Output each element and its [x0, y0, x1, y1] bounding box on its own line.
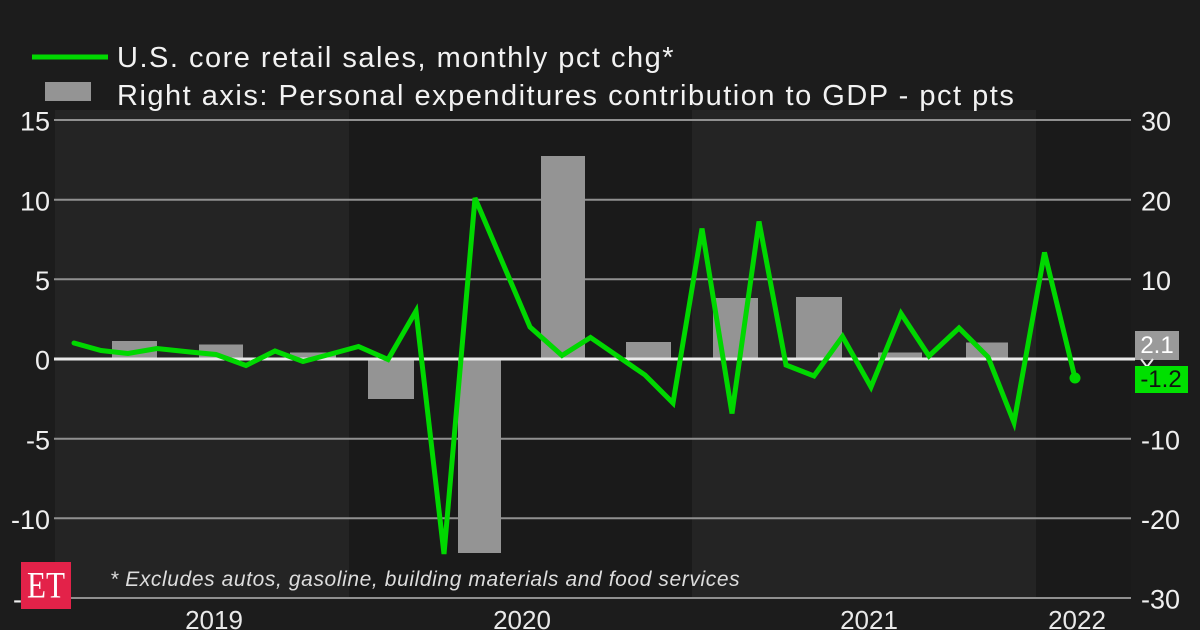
- svg-text:20: 20: [1141, 187, 1171, 217]
- svg-text:2020: 2020: [493, 605, 551, 630]
- svg-text:Right axis: Personal expenditu: Right axis: Personal expenditures contri…: [117, 80, 1015, 112]
- svg-text:10: 10: [1141, 266, 1171, 296]
- svg-text:2021: 2021: [840, 605, 898, 630]
- svg-text:ET: ET: [27, 566, 65, 607]
- svg-text:-20: -20: [1141, 505, 1180, 535]
- svg-text:U.S. core retail sales, monthl: U.S. core retail sales, monthly pct chg*: [117, 42, 675, 74]
- svg-text:* Excludes autos, gasoline, bu: * Excludes autos, gasoline, building mat…: [110, 568, 740, 591]
- svg-text:30: 30: [1141, 107, 1171, 137]
- svg-text:2022: 2022: [1048, 605, 1106, 630]
- svg-text:0: 0: [35, 346, 50, 376]
- svg-text:15: 15: [20, 107, 50, 137]
- svg-text:-30: -30: [1141, 585, 1180, 615]
- svg-text:-10: -10: [11, 505, 50, 535]
- svg-text:10: 10: [20, 187, 50, 217]
- svg-text:2.1: 2.1: [1140, 332, 1173, 359]
- svg-text:-1.2: -1.2: [1140, 366, 1181, 393]
- svg-text:-10: -10: [1141, 426, 1180, 456]
- svg-text:2019: 2019: [185, 605, 243, 630]
- svg-text:5: 5: [35, 266, 50, 296]
- svg-text:-5: -5: [26, 426, 50, 456]
